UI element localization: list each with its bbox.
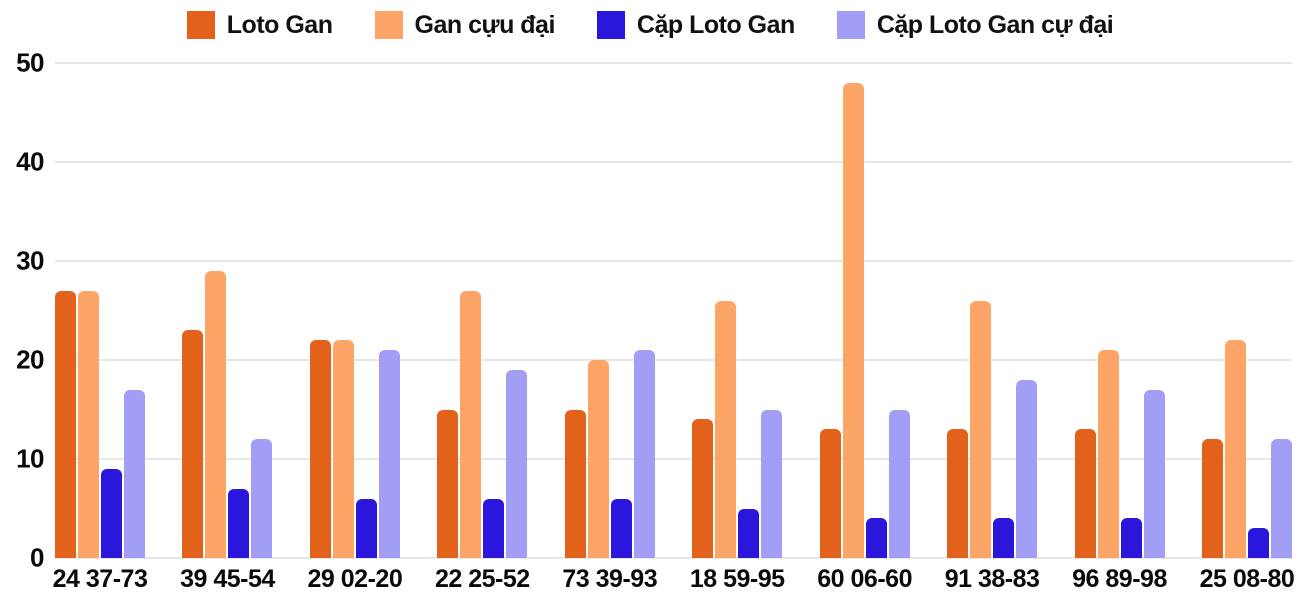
legend-item[interactable]: Cặp Loto Gan: [596, 10, 795, 40]
bar-3-series[interactable]: [993, 518, 1015, 558]
x-axis-label: 18 59-95: [689, 565, 785, 593]
legend-swatch-icon: [596, 11, 625, 39]
legend-swatch-icon: [186, 11, 215, 39]
bar-3-series[interactable]: [1247, 528, 1269, 558]
chart-legend: Loto Gan Gan cựu đại Cặp Loto Gan Cặp Loto …: [0, 6, 1300, 44]
bar-1-series[interactable]: [55, 290, 76, 558]
bar-group: 60 06-60: [817, 63, 912, 593]
bar-1-series[interactable]: [1074, 429, 1096, 558]
bar-group: 22 25-52: [435, 63, 530, 593]
bar-3-series[interactable]: [865, 518, 887, 558]
gridline: [55, 359, 1292, 361]
y-axis-label: 40: [16, 146, 44, 177]
bar-4-series[interactable]: [1270, 439, 1292, 558]
x-axis-label: 22 25-52: [434, 565, 530, 593]
legend-label: Cặp Loto Gan: [636, 10, 795, 39]
bar-4-series[interactable]: [378, 350, 400, 558]
gridline: [55, 161, 1292, 163]
bar-4-series[interactable]: [251, 439, 273, 558]
bar-2-series[interactable]: [332, 340, 354, 558]
bar-1-series[interactable]: [564, 409, 586, 558]
gridline: [55, 458, 1292, 460]
legend-label: Gan cựu đại: [414, 10, 556, 39]
bar-group: 18 59-95: [690, 63, 785, 593]
bar-2-series[interactable]: [78, 290, 99, 558]
bar-4-series[interactable]: [1016, 379, 1038, 558]
bar-group: 24 37-73: [53, 63, 148, 593]
legend-item[interactable]: Cặp Loto Gan cự đại: [836, 10, 1114, 40]
legend-item[interactable]: Gan cựu đại: [374, 10, 556, 40]
bar-group: 91 38-83: [945, 63, 1040, 593]
legend-item[interactable]: Loto Gan: [186, 10, 333, 40]
plot-area: 24 37-73 39 45-54 29 02-20 22 25-52 73 39-93…: [53, 62, 1295, 593]
bar-4-series[interactable]: [124, 389, 145, 558]
bar-3-series[interactable]: [610, 498, 632, 558]
bar-2-series[interactable]: [1097, 350, 1119, 558]
bar-2-series[interactable]: [1224, 340, 1246, 558]
bar-3-series[interactable]: [738, 508, 760, 558]
bar-3-series[interactable]: [483, 498, 505, 558]
bar-1-series[interactable]: [819, 429, 841, 558]
bar-4-series[interactable]: [888, 409, 910, 558]
gridline: [55, 260, 1292, 262]
bar-1-series[interactable]: [692, 419, 714, 558]
bar-group: 29 02-20: [308, 63, 403, 593]
bar-1-series[interactable]: [947, 429, 969, 558]
bar-1-series[interactable]: [437, 409, 459, 558]
x-axis-label: 39 45-54: [180, 565, 275, 593]
y-axis: 0 10 20 30 40 50: [0, 48, 44, 573]
x-axis-label: 25 08-80: [1199, 565, 1295, 593]
legend-swatch-icon: [836, 11, 865, 39]
x-axis-label: 24 37-73: [52, 565, 148, 593]
bar-1-series[interactable]: [182, 330, 204, 558]
bar-group: 96 89-98: [1072, 63, 1167, 593]
bar-4-series[interactable]: [761, 409, 783, 558]
x-axis-label: 91 38-83: [944, 565, 1040, 593]
bar-3-series[interactable]: [1120, 518, 1142, 558]
bar-3-series[interactable]: [355, 498, 377, 558]
x-axis-label: 96 89-98: [1072, 565, 1167, 593]
bar-2-series[interactable]: [205, 270, 227, 558]
bar-2-series[interactable]: [842, 82, 864, 558]
bar-2-series[interactable]: [970, 300, 992, 558]
bar-4-series[interactable]: [633, 350, 655, 558]
bar-group: 39 45-54: [180, 63, 275, 593]
bar-1-series[interactable]: [309, 340, 331, 558]
bar-2-series[interactable]: [715, 300, 737, 558]
gridline: [55, 557, 1292, 559]
bar-group: 73 39-93: [562, 63, 658, 593]
legend-label: Cặp Loto Gan cự đại: [876, 10, 1114, 39]
bar-4-series[interactable]: [506, 369, 528, 558]
legend-label: Loto Gan: [226, 10, 333, 39]
bar-group: 25 08-80: [1200, 63, 1295, 593]
bar-4-series[interactable]: [1143, 389, 1165, 558]
bar-1-series[interactable]: [1201, 439, 1223, 558]
legend-swatch-icon: [374, 11, 403, 39]
y-axis-label: 30: [16, 245, 44, 276]
y-axis-label: 0: [30, 542, 44, 573]
y-axis-label: 10: [16, 443, 44, 474]
y-axis-label: 20: [16, 344, 44, 375]
gridline: [55, 62, 1292, 64]
y-axis-label: 50: [16, 47, 44, 78]
bar-3-series[interactable]: [101, 468, 122, 558]
bar-3-series[interactable]: [228, 488, 250, 558]
x-axis-label: 73 39-93: [562, 565, 658, 593]
x-axis-label: 60 06-60: [817, 565, 912, 593]
bar-2-series[interactable]: [460, 290, 482, 558]
bar-2-series[interactable]: [587, 360, 609, 558]
x-axis-label: 29 02-20: [307, 565, 403, 593]
